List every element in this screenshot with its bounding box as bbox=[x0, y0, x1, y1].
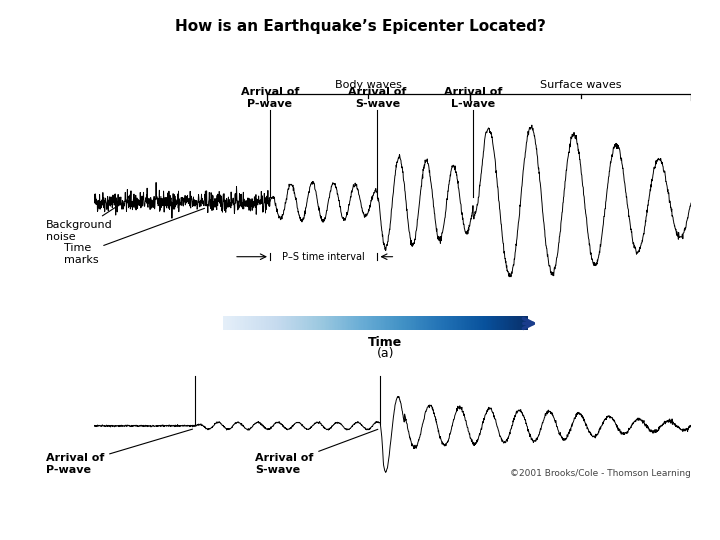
Text: How is an Earthquake’s Epicenter Located?: How is an Earthquake’s Epicenter Located… bbox=[174, 19, 546, 34]
Text: (a): (a) bbox=[377, 347, 394, 360]
Text: Arrival of
P-wave: Arrival of P-wave bbox=[46, 429, 192, 475]
Text: Arrival of
L-wave: Arrival of L-wave bbox=[444, 87, 503, 109]
Text: Surface waves: Surface waves bbox=[540, 80, 621, 90]
Text: P–S time interval: P–S time interval bbox=[282, 252, 365, 262]
Text: Body waves: Body waves bbox=[335, 80, 402, 90]
Text: ©2001 Brooks/Cole - Thomson Learning: ©2001 Brooks/Cole - Thomson Learning bbox=[510, 469, 691, 478]
Text: Arrival of
S-wave: Arrival of S-wave bbox=[348, 87, 407, 109]
Text: Time
marks: Time marks bbox=[64, 208, 204, 265]
Text: Background
noise: Background noise bbox=[46, 200, 127, 242]
Text: Arrival of
P-wave: Arrival of P-wave bbox=[240, 87, 299, 109]
Text: Arrival of
S-wave: Arrival of S-wave bbox=[255, 429, 378, 475]
Text: Time: Time bbox=[368, 336, 402, 349]
